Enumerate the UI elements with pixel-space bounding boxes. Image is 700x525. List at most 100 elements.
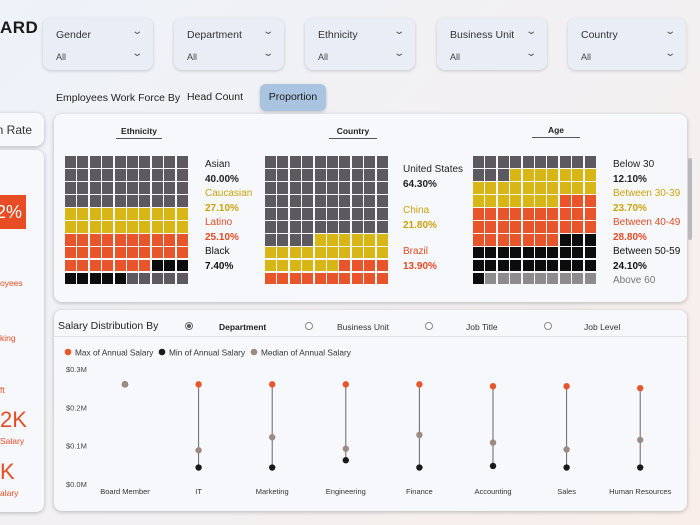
radio-job-level[interactable] xyxy=(544,322,552,330)
waffle-cell xyxy=(572,194,584,207)
waffle-cell xyxy=(584,233,596,246)
waffle-cell xyxy=(77,156,89,168)
waffle-cell xyxy=(139,220,151,233)
waffle-cell xyxy=(351,272,363,285)
radio-department[interactable] xyxy=(185,322,193,330)
filter-value: All xyxy=(56,52,67,62)
waffle-cell xyxy=(376,233,388,246)
waffle-cell xyxy=(326,207,338,220)
legend-item-name: Caucasian xyxy=(205,188,253,199)
option-business-unit[interactable]: Business Unit xyxy=(337,322,389,332)
waffle-cell xyxy=(89,194,101,207)
waffle-cell xyxy=(351,181,363,194)
waffle-cell xyxy=(534,168,546,181)
waffle-ethnicity xyxy=(65,156,188,285)
legend-label: Min of Annual Salary xyxy=(169,348,246,358)
filter-gender[interactable]: Gender ⌄ All ⌄ xyxy=(43,18,153,70)
scrollbar[interactable] xyxy=(688,158,692,240)
waffle-cell xyxy=(326,181,338,194)
waffle-cell xyxy=(572,168,584,181)
kpi-label-left: ft xyxy=(0,385,5,395)
legend-item-pct: 64.30% xyxy=(403,178,437,190)
waffle-cell xyxy=(302,272,314,285)
radio-business-unit[interactable] xyxy=(305,322,313,330)
option-job-title[interactable]: Job Title xyxy=(466,322,498,332)
waffle-cell xyxy=(522,272,534,285)
chevron-down-icon: ⌄ xyxy=(524,48,537,59)
waffle-cell xyxy=(102,181,114,194)
option-department[interactable]: Department xyxy=(219,322,267,332)
toggle-proportion[interactable]: Proportion xyxy=(260,84,326,111)
waffle-cell xyxy=(176,168,188,181)
kpi-panel: 2% oyees king ft 2K Salary K alary xyxy=(0,150,44,512)
waffle-cell xyxy=(572,181,584,194)
waffle-cell xyxy=(126,194,138,207)
filter-country[interactable]: Country ⌄ All ⌄ xyxy=(568,18,686,70)
waffle-cell xyxy=(364,156,376,168)
legend-item-pct: 24.10% xyxy=(613,260,647,272)
filter-value: All xyxy=(187,52,198,62)
waffle-cell xyxy=(547,156,559,168)
waffle-cell xyxy=(485,194,497,207)
max-point xyxy=(195,381,202,388)
kpi-label-employees: oyees xyxy=(0,278,23,288)
filter-ethnicity[interactable]: Ethnicity ⌄ All ⌄ xyxy=(305,18,415,70)
waffle-cell xyxy=(164,233,176,246)
filter-business-unit[interactable]: Business Unit ⌄ All ⌄ xyxy=(437,18,547,70)
workforce-label: Employees Work Force By xyxy=(56,92,181,104)
waffle-cell xyxy=(289,194,301,207)
salary-title: Salary Distribution By xyxy=(58,320,159,332)
waffle-cell xyxy=(497,220,509,233)
max-point xyxy=(637,384,644,392)
waffle-cell xyxy=(485,207,497,220)
waffle-cell xyxy=(302,168,314,181)
legend-item-pct: 23.70% xyxy=(613,202,647,214)
radio-job-title[interactable] xyxy=(425,322,433,330)
waffle-cell xyxy=(126,259,138,272)
waffle-cell xyxy=(289,259,301,272)
waffle-cell xyxy=(473,220,484,233)
filter-label: Business Unit xyxy=(450,29,515,41)
waffle-cell xyxy=(510,246,522,259)
waffle-cell xyxy=(339,207,351,220)
max-point xyxy=(489,383,497,390)
legend-item-pct: 21.80% xyxy=(403,219,437,231)
waffle-cell xyxy=(314,181,326,194)
chevron-down-icon: ⌄ xyxy=(130,26,143,37)
toggle-head-count[interactable]: Head Count xyxy=(186,91,244,103)
waffle-cell xyxy=(351,207,363,220)
waffle-age xyxy=(473,156,596,285)
waffle-cell xyxy=(534,181,546,194)
waffle-cell xyxy=(547,194,559,207)
waffle-cell xyxy=(326,220,338,233)
legend-item-name: United States xyxy=(403,164,464,175)
waffle-cell xyxy=(65,233,76,246)
x-tick-label: Sales xyxy=(557,487,576,496)
waffle-cell xyxy=(77,220,89,233)
legend-item-pct: 12.10% xyxy=(613,173,647,185)
x-tick-label: IT xyxy=(195,487,202,496)
waffle-cell xyxy=(164,220,176,233)
chevron-down-icon: ⌄ xyxy=(261,48,274,59)
waffle-cell xyxy=(351,168,363,181)
waffle-cell xyxy=(126,220,138,233)
chevron-down-icon: ⌄ xyxy=(663,48,676,59)
waffle-cell xyxy=(139,259,151,272)
waffle-cell xyxy=(289,272,301,285)
option-job-level[interactable]: Job Level xyxy=(584,322,621,332)
waffle-cell xyxy=(351,156,363,168)
workforce-card: Ethnicity Country Age Asian 40.00% Cauca… xyxy=(54,114,687,302)
waffle-cell xyxy=(164,194,176,207)
waffle-cell xyxy=(473,207,484,220)
waffle-cell xyxy=(314,207,326,220)
waffle-cell xyxy=(126,207,138,220)
filter-department[interactable]: Department ⌄ All ⌄ xyxy=(174,18,284,70)
waffle-cell xyxy=(572,156,584,168)
waffle-cell xyxy=(510,233,522,246)
waffle-cell xyxy=(77,259,89,272)
waffle-cell xyxy=(314,246,326,259)
waffle-cell xyxy=(77,181,89,194)
legend-age: Below 30 12.10% Between 30-39 23.70% Bet… xyxy=(613,158,680,289)
waffle-cell xyxy=(584,259,596,272)
waffle-cell xyxy=(572,233,584,246)
